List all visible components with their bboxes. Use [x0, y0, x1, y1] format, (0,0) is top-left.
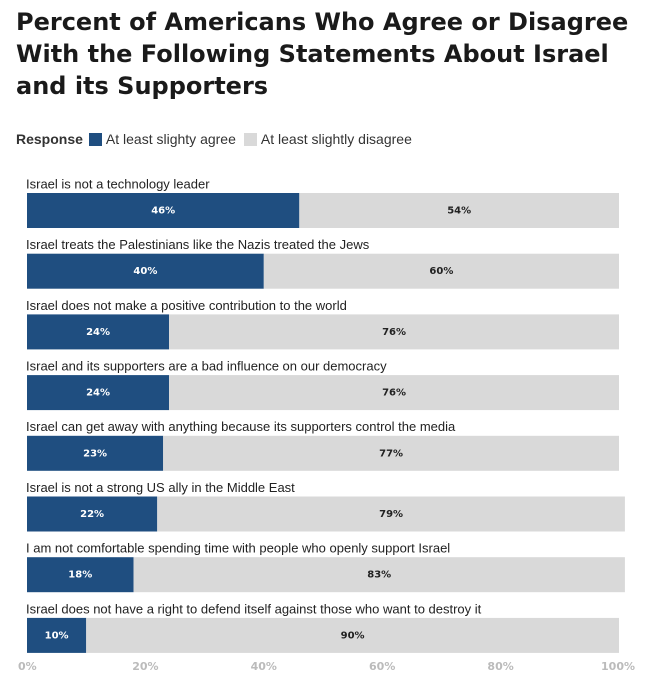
chart-title: Percent of Americans Who Agree or Disagr…: [16, 8, 629, 100]
value-label-disagree: 79%: [379, 509, 403, 520]
legend-label-disagree: At least slightly disagree: [260, 131, 412, 147]
value-label-agree: 24%: [86, 327, 110, 338]
bar-disagree: [263, 253, 619, 289]
value-label-disagree: 54%: [447, 206, 471, 217]
bar-agree: [27, 496, 158, 532]
value-label-disagree: 90%: [341, 630, 365, 641]
statement-label: Israel does not have a right to defend i…: [26, 601, 482, 616]
value-label-disagree: 77%: [379, 448, 403, 459]
value-label-disagree: 83%: [367, 570, 391, 581]
legend-item-disagree: At least slightly disagree: [243, 131, 412, 147]
bar-disagree: [157, 496, 625, 532]
bar-disagree: [86, 617, 619, 653]
x-tick-label: 0%: [18, 660, 37, 673]
statement-label: I am not comfortable spending time with …: [26, 541, 450, 556]
legend: Response At least slighty agree At least…: [16, 130, 420, 148]
x-tick-label: 100%: [601, 660, 635, 673]
statement-label: Israel is not a strong US ally in the Mi…: [26, 480, 295, 495]
value-label-agree: 23%: [83, 448, 107, 459]
bar-agree: [27, 253, 264, 289]
statement-label: Israel is not a technology leader: [26, 176, 210, 191]
value-label-disagree: 76%: [382, 388, 406, 399]
bar-agree: [27, 314, 170, 350]
legend-title: Response: [16, 131, 83, 147]
value-label-agree: 40%: [133, 266, 157, 277]
legend-label-agree: At least slighty agree: [105, 131, 236, 147]
legend-swatch-agree: [88, 132, 102, 146]
bar-disagree: [299, 193, 619, 228]
value-label-agree: 24%: [86, 388, 110, 399]
statement-label: Israel does not make a positive contribu…: [26, 298, 347, 313]
value-label-agree: 10%: [45, 630, 69, 641]
value-label-agree: 46%: [151, 206, 175, 217]
statement-label: Israel treats the Palestinians like the …: [26, 237, 370, 252]
value-label-agree: 18%: [68, 570, 92, 581]
legend-item-agree: At least slighty agree: [88, 131, 236, 147]
statement-label: Israel and its supporters are a bad infl…: [26, 359, 387, 374]
bar-agree: [27, 435, 164, 471]
x-tick-label: 60%: [369, 660, 395, 673]
value-label-disagree: 76%: [382, 327, 406, 338]
legend-swatch-disagree: [243, 132, 257, 146]
bar-agree: [27, 557, 134, 593]
value-label-agree: 22%: [80, 509, 104, 520]
x-tick-label: 40%: [251, 660, 277, 673]
bar-disagree: [133, 557, 625, 593]
bar-disagree: [169, 375, 619, 411]
bar-disagree: [163, 435, 619, 471]
bar-agree: [27, 617, 87, 653]
x-tick-label: 80%: [487, 660, 513, 673]
bar-agree: [27, 375, 170, 411]
value-label-disagree: 60%: [429, 266, 453, 277]
bar-disagree: [169, 314, 619, 350]
bar-agree: [27, 193, 300, 228]
statement-label: Israel can get away with anything becaus…: [26, 419, 456, 434]
x-tick-label: 20%: [132, 660, 158, 673]
